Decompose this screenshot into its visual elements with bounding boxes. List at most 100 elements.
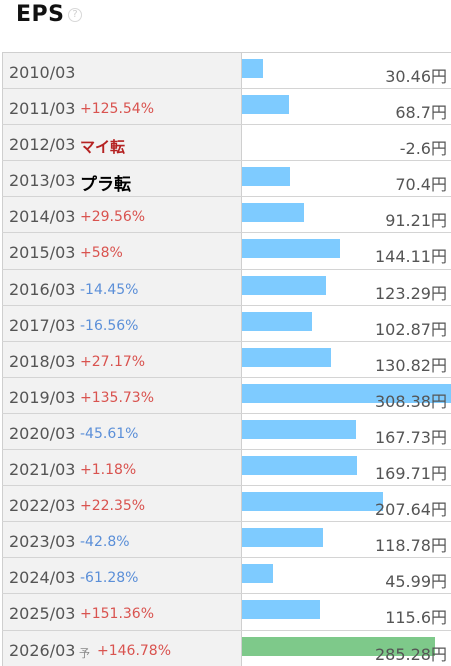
- change-label: -45.61%: [80, 425, 139, 442]
- table-row: 2015/03 +58% 144.11円: [2, 233, 451, 270]
- value-bar: [242, 275, 326, 295]
- eps-value: 45.99円: [385, 572, 447, 592]
- period-label: 2026/03: [9, 640, 76, 660]
- period-cell: 2026/03 予 +146.78%: [2, 630, 242, 666]
- period-label: 2010/03: [9, 63, 76, 82]
- period-cell: 2019/03 +135.73%: [2, 377, 242, 413]
- period-label: 2019/03: [9, 387, 76, 407]
- value-bar: [242, 419, 356, 439]
- period-cell: 2023/03 -42.8%: [2, 522, 242, 558]
- table-row: 2011/03 +125.54% 68.7円: [2, 89, 451, 126]
- period-cell: 2016/03 -14.45%: [2, 269, 242, 305]
- value-cell: 30.46円: [242, 53, 451, 89]
- change-label: +135.73%: [80, 389, 155, 406]
- table-row: 2026/03 予 +146.78% 285.28円: [2, 630, 451, 666]
- change-label: +29.56%: [80, 209, 146, 226]
- eps-value: 169.71円: [375, 464, 447, 484]
- eps-value: 285.28円: [375, 644, 447, 664]
- help-icon[interactable]: ?: [68, 8, 82, 22]
- value-bar: [242, 203, 304, 223]
- value-cell: 285.28円: [242, 630, 451, 666]
- value-cell: 45.99円: [242, 558, 451, 594]
- period-label: 2012/03: [9, 135, 76, 155]
- value-cell: 207.64円: [242, 486, 451, 522]
- value-bar: [242, 59, 263, 78]
- table-row: 2016/03 -14.45% 123.29円: [2, 269, 451, 306]
- change-label: -14.45%: [80, 281, 139, 298]
- period-cell: 2010/03: [2, 53, 242, 89]
- eps-value: 118.78円: [375, 536, 447, 556]
- period-cell: 2020/03 -45.61%: [2, 413, 242, 450]
- value-cell: 169.71円: [242, 450, 451, 486]
- value-cell: 115.6円: [242, 594, 451, 630]
- period-label: 2014/03: [9, 207, 76, 227]
- value-cell: 102.87円: [242, 305, 451, 341]
- table-row: 2014/03 +29.56% 91.21円: [2, 197, 451, 234]
- value-cell: 308.38円: [242, 377, 451, 413]
- eps-value: 123.29円: [375, 283, 447, 303]
- change-label: +125.54%: [80, 101, 155, 118]
- period-cell: 2017/03 -16.56%: [2, 305, 242, 341]
- value-bar: [242, 167, 290, 187]
- eps-value: 207.64円: [375, 500, 447, 520]
- section-title: EPS: [16, 2, 65, 27]
- period-cell: 2011/03 +125.54%: [2, 89, 242, 125]
- value-bar: [242, 600, 320, 620]
- period-cell: 2014/03 +29.56%: [2, 197, 242, 233]
- change-label: プラ転: [80, 175, 131, 196]
- table-row: 2018/03 +27.17% 130.82円: [2, 341, 451, 378]
- eps-value: 70.4円: [395, 175, 447, 195]
- period-label: 2013/03: [9, 171, 76, 191]
- eps-value: 308.38円: [375, 391, 447, 411]
- period-label: 2021/03: [9, 460, 76, 480]
- section-header: EPS ?: [0, 0, 451, 52]
- value-bar: [242, 492, 383, 512]
- period-cell: 2015/03 +58%: [2, 233, 242, 269]
- value-bar: [242, 383, 451, 403]
- period-label: 2011/03: [9, 99, 76, 119]
- period-label: 2025/03: [9, 604, 76, 624]
- forecast-bar: [242, 636, 435, 656]
- change-label: +151.36%: [80, 606, 155, 623]
- change-label: -42.8%: [80, 534, 130, 551]
- period-label: 2023/03: [9, 532, 76, 552]
- value-bar: [242, 564, 273, 584]
- eps-value: 130.82円: [375, 355, 447, 375]
- change-label: +146.78%: [97, 642, 172, 659]
- period-cell: 2021/03 +1.18%: [2, 450, 242, 486]
- change-label: +58%: [80, 245, 123, 262]
- eps-value: -2.6円: [399, 139, 447, 159]
- eps-value: 167.73円: [375, 427, 447, 447]
- period-label: 2024/03: [9, 568, 76, 588]
- table-row: 2024/03 -61.28% 45.99円: [2, 558, 451, 595]
- value-bar: [242, 347, 331, 367]
- eps-value: 91.21円: [385, 211, 447, 231]
- table-row: 2017/03 -16.56% 102.87円: [2, 305, 451, 342]
- period-label: 2017/03: [9, 315, 76, 335]
- change-label: -16.56%: [80, 317, 139, 334]
- table-row: 2010/03 30.46円: [2, 53, 451, 90]
- table-row: 2012/03 マイ転 -2.6円: [2, 125, 451, 162]
- period-cell: 2022/03 +22.35%: [2, 486, 242, 522]
- period-cell: 2024/03 -61.28%: [2, 558, 242, 594]
- value-cell: 167.73円: [242, 413, 451, 450]
- value-cell: 68.7円: [242, 89, 451, 125]
- period-label: 2022/03: [9, 496, 76, 516]
- value-bar: [242, 311, 312, 331]
- eps-value: 68.7円: [395, 103, 447, 123]
- value-cell: 123.29円: [242, 269, 451, 305]
- table-row: 2022/03 +22.35% 207.64円: [2, 486, 451, 523]
- table-row: 2020/03 -45.61% 167.73円: [2, 413, 451, 451]
- period-label: 2016/03: [9, 279, 76, 299]
- period-cell: 2012/03 マイ転: [2, 125, 242, 161]
- value-cell: 130.82円: [242, 341, 451, 377]
- value-cell: 144.11円: [242, 233, 451, 269]
- table-row: 2025/03 +151.36% 115.6円: [2, 594, 451, 631]
- change-label: -61.28%: [80, 570, 139, 587]
- period-cell: 2013/03 プラ転: [2, 161, 242, 197]
- table-row: 2019/03 +135.73% 308.38円: [2, 377, 451, 414]
- period-label: 2015/03: [9, 243, 76, 263]
- value-cell: 118.78円: [242, 522, 451, 558]
- change-label: +1.18%: [80, 462, 137, 479]
- table-row: 2013/03 プラ転 70.4円: [2, 161, 451, 198]
